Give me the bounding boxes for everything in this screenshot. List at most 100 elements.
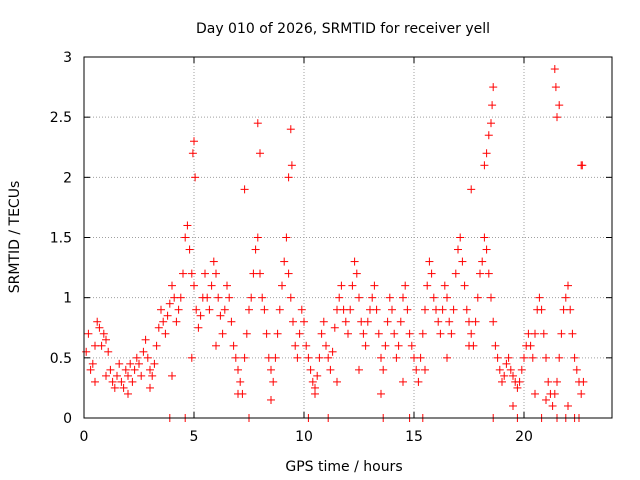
y-tick-label: 1 [63, 291, 72, 307]
data-point [578, 161, 587, 170]
data-point [115, 359, 124, 368]
data-point [517, 365, 526, 374]
data-point [108, 377, 117, 386]
data-point [355, 365, 363, 374]
data-point [168, 371, 176, 380]
data-point [306, 365, 315, 374]
data-point [187, 269, 196, 278]
data-point [572, 365, 581, 374]
data-point [407, 341, 416, 350]
data-point [196, 311, 205, 320]
data-point [93, 317, 102, 326]
data-point [154, 323, 163, 332]
data-point [124, 371, 132, 380]
data-point [412, 365, 421, 374]
data-point [333, 377, 341, 386]
data-point [234, 365, 242, 374]
data-point [97, 341, 106, 350]
data-point [480, 233, 489, 242]
data-point [174, 305, 183, 314]
data-point [161, 329, 170, 338]
data-point [414, 377, 423, 386]
data-point [513, 383, 522, 392]
data-point [271, 353, 280, 362]
data-point [212, 341, 220, 350]
y-tick-label: 1.5 [50, 231, 72, 247]
data-point [363, 317, 372, 326]
data-point [555, 353, 564, 362]
data-point [478, 257, 487, 266]
data-point [260, 305, 269, 314]
data-point [187, 353, 196, 362]
data-point [372, 305, 381, 314]
data-point [126, 359, 135, 368]
data-point [91, 377, 99, 386]
data-point [399, 377, 407, 386]
data-point [423, 281, 432, 290]
data-point [451, 269, 460, 278]
data-point [564, 281, 572, 290]
data-point [214, 293, 223, 302]
data-point [212, 269, 220, 278]
data-point [203, 293, 212, 302]
axis-ticks: 0 5 10 15 20 0 0.5 1 1.5 2 2.5 3 [50, 50, 612, 445]
data-point [390, 329, 399, 338]
data-point [231, 353, 240, 362]
data-point [157, 305, 165, 314]
data-point [317, 329, 326, 338]
data-point [137, 371, 146, 380]
data-point [267, 365, 275, 374]
data-point [539, 329, 548, 338]
data-point [542, 395, 550, 404]
data-point [531, 329, 539, 338]
data-point [564, 401, 572, 410]
data-point [368, 293, 377, 302]
data-point [506, 365, 515, 374]
data-point [396, 317, 405, 326]
data-point [467, 329, 476, 338]
data-point [328, 347, 337, 356]
data-point [209, 257, 218, 266]
data-point [416, 353, 425, 362]
data-point [185, 245, 194, 254]
data-point [143, 353, 152, 362]
data-point [220, 305, 229, 314]
data-point [278, 281, 286, 290]
data-point [176, 293, 185, 302]
data-point [548, 401, 557, 410]
data-point [379, 365, 388, 374]
x-tick-label: 0 [80, 429, 89, 445]
data-point [86, 365, 95, 374]
data-point [311, 389, 319, 398]
data-point [269, 377, 278, 386]
data-point [190, 137, 198, 146]
data-point [418, 329, 427, 338]
data-point [467, 185, 476, 194]
data-point [498, 377, 506, 386]
data-point [504, 353, 513, 362]
data-point [240, 353, 249, 362]
data-point [471, 317, 480, 326]
data-point [262, 329, 271, 338]
data-point [183, 221, 192, 230]
data-point [84, 329, 93, 338]
data-point [229, 341, 238, 350]
x-tick-label: 20 [515, 429, 533, 445]
data-point [282, 233, 291, 242]
data-point [535, 293, 544, 302]
data-point [308, 377, 317, 386]
data-point [132, 353, 141, 362]
data-point [335, 293, 344, 302]
data-point [201, 269, 209, 278]
data-point [286, 293, 295, 302]
data-point [300, 317, 308, 326]
data-point [194, 323, 203, 332]
data-point [566, 305, 575, 314]
data-point [436, 329, 445, 338]
data-point [121, 365, 130, 374]
data-point [324, 353, 333, 362]
data-point [337, 281, 346, 290]
data-point [223, 281, 231, 290]
x-tick-label: 15 [405, 429, 423, 445]
